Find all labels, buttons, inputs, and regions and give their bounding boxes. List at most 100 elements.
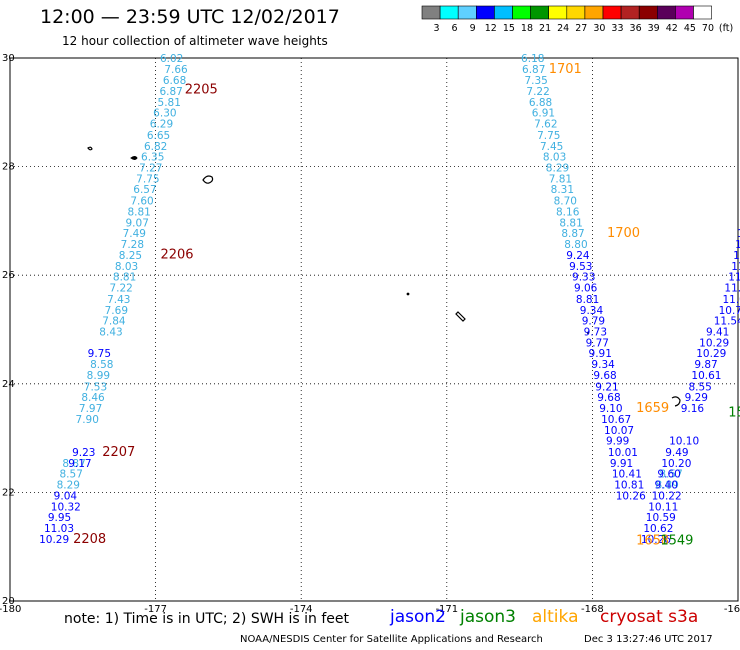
wave-height-point: 10.81 xyxy=(614,480,644,492)
wave-height-point: 6.87 xyxy=(522,64,545,76)
wave-height-point: 11.80 xyxy=(724,282,740,294)
wave-height-point: 9.29 xyxy=(685,392,708,404)
x-tick-label: -174 xyxy=(290,604,313,615)
wave-height-point: 7.81 xyxy=(549,173,572,185)
wave-height-point: 10 xyxy=(735,239,740,251)
color-swatch xyxy=(494,5,513,20)
wave-height-point: 6.35 xyxy=(141,152,164,164)
wave-height-point: 8.87 xyxy=(62,458,85,470)
wave-height-point: 8.31 xyxy=(551,184,574,196)
wave-height-point: 8.81 xyxy=(559,217,582,229)
pass-time-label: 1658 xyxy=(636,534,669,549)
color-scale-label: 12 xyxy=(485,23,497,34)
color-scale-label: 36 xyxy=(630,23,642,34)
page-subtitle: 12 hour collection of altimeter wave hei… xyxy=(62,34,328,48)
wave-height-points: 6.027.666.686.875.816.306.296.656.826.35… xyxy=(39,53,740,546)
wave-height-point: 8.57 xyxy=(60,469,83,481)
color-swatch xyxy=(693,5,712,20)
wave-height-point: 7.97 xyxy=(79,403,102,415)
wave-height-point: 7.53 xyxy=(84,381,107,393)
wave-height-point: 11.24 xyxy=(728,272,740,284)
wave-height-point: 9.17 xyxy=(68,458,91,470)
wave-height-point: 10.20 xyxy=(661,458,691,470)
wave-height-point: 8.81 xyxy=(576,294,599,306)
wave-height-point: 7.84 xyxy=(102,316,126,328)
island-outlines xyxy=(87,146,681,407)
wave-height-point: 7.75 xyxy=(136,173,159,185)
wave-height-point: 11.03 xyxy=(44,523,74,535)
wave-height-point: 8.80 xyxy=(564,239,587,251)
color-scale-label: 6 xyxy=(452,23,458,34)
page-title: 12:00 — 23:59 UTC 12/02/2017 xyxy=(40,6,340,28)
wave-height-point: 11.09 xyxy=(722,294,740,306)
color-swatch xyxy=(457,5,477,20)
color-swatch xyxy=(421,5,441,20)
wave-height-point: 7.22 xyxy=(526,86,549,98)
x-tick-label: -168 xyxy=(581,604,604,615)
wave-height-point: 8.29 xyxy=(546,162,569,174)
color-scale-label: 3 xyxy=(433,23,439,34)
wave-height-point: 8.99 xyxy=(87,370,110,382)
wave-height-point: 10.29 xyxy=(699,337,729,349)
color-scale-label: 33 xyxy=(611,23,623,34)
pass-time-label: 1700 xyxy=(607,226,640,241)
wave-height-point: 8.89 xyxy=(655,480,678,492)
color-scale-label: 30 xyxy=(593,23,605,34)
wave-height-point: 10.26 xyxy=(616,490,646,502)
wave-height-point: 8.03 xyxy=(543,152,566,164)
wave-height-point: 8.58 xyxy=(90,359,113,371)
wave-height-point: 9.68 xyxy=(597,392,620,404)
wave-height-point: 6.82 xyxy=(144,141,167,153)
wave-height-point: 10.41 xyxy=(612,469,642,481)
island-shape xyxy=(587,332,589,334)
wave-height-point: 9.91 xyxy=(589,348,612,360)
color-scale-legend: 3 6 9 12 15 18 21 24 27 30 33 36 39 42 45 70 (ft) xyxy=(421,5,733,34)
wave-height-point: 10.07 xyxy=(604,425,634,437)
color-scale-label: 45 xyxy=(684,23,696,34)
wave-height-point: 9.77 xyxy=(586,337,609,349)
wave-height-point: 6.88 xyxy=(529,97,552,109)
x-tick-label: -171 xyxy=(435,604,458,615)
wave-height-point: 9.07 xyxy=(126,217,149,229)
wave-height-point: 7.62 xyxy=(534,119,557,131)
wave-height-point: 8.29 xyxy=(57,480,80,492)
wave-height-point: 9.33 xyxy=(572,272,595,284)
color-swatch xyxy=(530,5,549,20)
wave-height-point: 8.03 xyxy=(115,261,138,273)
wave-height-point: 11.6 xyxy=(731,261,740,273)
y-tick-label: 20 xyxy=(2,596,15,607)
wave-height-point: 7.45 xyxy=(540,141,563,153)
wave-height-point: 9.34 xyxy=(580,305,604,317)
mission-altika: altika xyxy=(532,607,579,627)
wave-height-point: 9.06 xyxy=(574,282,598,294)
x-tick-label: -180 xyxy=(0,604,21,615)
mission-cryosat-s3a: cryosat s3a xyxy=(600,607,699,627)
y-tick-label: 30 xyxy=(2,53,15,64)
wave-height-point: 7.66 xyxy=(164,64,188,76)
wave-height-point: 9.10 xyxy=(599,403,622,415)
color-scale-label: 27 xyxy=(575,23,587,34)
wave-height-point: 10.29 xyxy=(696,348,726,360)
wave-height-point: 10.29 xyxy=(39,534,69,546)
color-swatch xyxy=(566,5,586,20)
wave-height-point: 7.90 xyxy=(76,414,99,426)
y-tick-label: 22 xyxy=(2,487,15,498)
color-swatch xyxy=(512,5,531,20)
color-scale-label: 42 xyxy=(666,23,678,34)
pass-time-label: 1550 xyxy=(728,405,740,420)
wave-height-point: 10.22 xyxy=(652,490,682,502)
wave-height-point: 8.16 xyxy=(556,206,580,218)
wave-height-point: 6.57 xyxy=(133,184,156,196)
wave-height-point: 9.73 xyxy=(584,326,607,338)
color-scale-label: 24 xyxy=(557,23,569,34)
wave-height-point: 10.72 xyxy=(719,305,740,317)
color-swatch xyxy=(475,5,495,20)
wave-height-point: 9.34 xyxy=(591,359,615,371)
wave-height-point: 9.23 xyxy=(72,447,95,459)
x-tick-label: -16 xyxy=(724,604,740,615)
wave-height-point: 8.81 xyxy=(127,206,150,218)
wave-height-point: 9.87 xyxy=(694,359,717,371)
wave-height-point: 9.60 xyxy=(657,469,680,481)
